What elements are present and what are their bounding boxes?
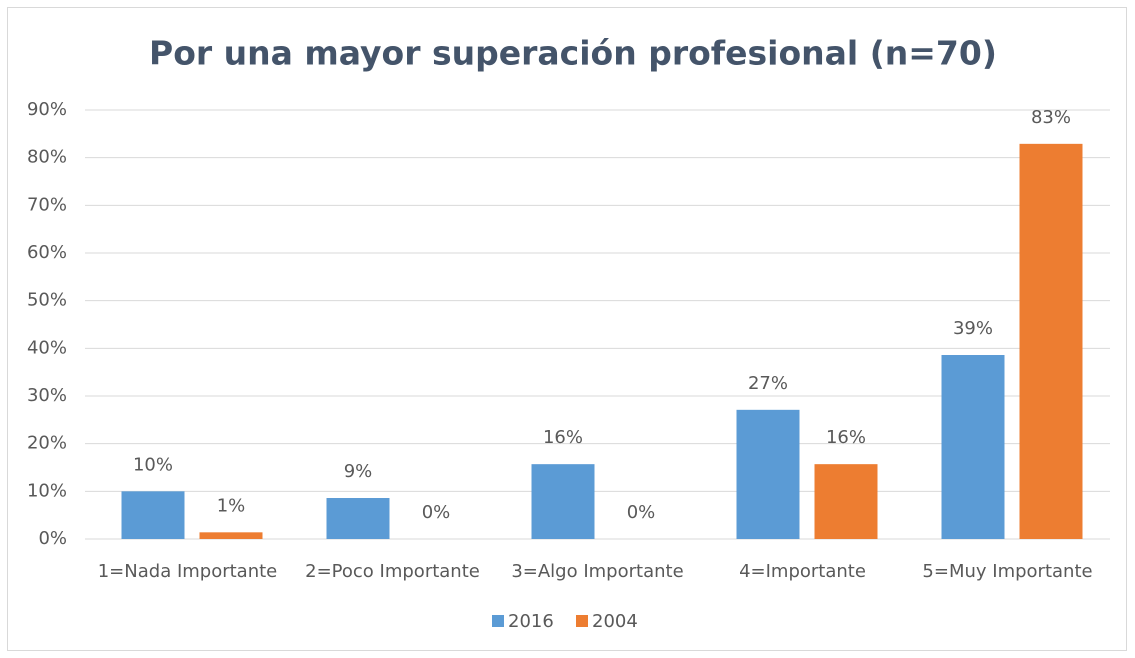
chart-border [7,7,1127,651]
y-tick-label: 20% [27,433,67,454]
data-label: 0% [422,502,451,523]
y-tick-label: 80% [27,147,67,168]
bar [199,532,263,539]
legend-swatch [492,615,504,627]
data-label: 0% [627,502,656,523]
x-tick-label: 2=Poco Importante [305,561,480,582]
data-label: 9% [344,461,373,482]
bar [531,464,595,539]
y-tick-label: 90% [27,99,67,120]
x-tick-label: 1=Nada Importante [98,561,278,582]
chart-title: Por una mayor superación profesional (n=… [149,34,997,73]
data-label: 16% [543,427,583,448]
x-tick-label: 4=Importante [739,561,866,582]
y-tick-label: 30% [27,385,67,406]
x-tick-label: 3=Algo Importante [511,561,683,582]
y-tick-label: 50% [27,290,67,311]
bar [326,498,390,539]
bar [814,464,878,539]
y-tick-label: 10% [27,480,67,501]
y-tick-label: 60% [27,242,67,263]
data-label: 16% [826,427,866,448]
y-tick-label: 40% [27,337,67,358]
data-label: 27% [748,373,788,394]
y-tick-label: 70% [27,194,67,215]
bar [736,409,800,539]
data-label: 10% [133,454,173,475]
legend-label: 2016 [508,611,554,632]
bar [121,491,185,539]
legend-label: 2004 [592,611,638,632]
legend-swatch [576,615,588,627]
data-label: 1% [217,495,246,516]
bar [941,355,1005,539]
bar [1019,143,1083,540]
x-tick-label: 5=Muy Importante [922,561,1092,582]
data-label: 39% [953,318,993,339]
data-label: 83% [1031,107,1071,128]
y-tick-label: 0% [38,528,67,549]
